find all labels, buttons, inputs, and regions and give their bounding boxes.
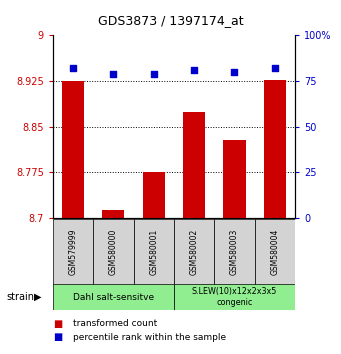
Point bbox=[232, 69, 237, 75]
Text: GSM580002: GSM580002 bbox=[190, 229, 198, 275]
Bar bbox=[53, 284, 174, 310]
Bar bbox=[53, 219, 93, 285]
Text: ▶: ▶ bbox=[34, 292, 42, 302]
Bar bbox=[255, 219, 295, 285]
Text: GSM580003: GSM580003 bbox=[230, 229, 239, 275]
Point bbox=[191, 67, 197, 73]
Text: ■: ■ bbox=[53, 319, 62, 329]
Bar bbox=[183, 112, 205, 218]
Bar bbox=[93, 219, 134, 285]
Text: ■: ■ bbox=[53, 332, 62, 342]
Point bbox=[70, 65, 76, 71]
Text: GDS3873 / 1397174_at: GDS3873 / 1397174_at bbox=[98, 14, 243, 27]
Text: GSM580000: GSM580000 bbox=[109, 229, 118, 275]
Text: GSM580004: GSM580004 bbox=[270, 229, 279, 275]
Bar bbox=[214, 219, 255, 285]
Text: percentile rank within the sample: percentile rank within the sample bbox=[73, 332, 226, 342]
Bar bbox=[134, 219, 174, 285]
Bar bbox=[174, 284, 295, 310]
Point bbox=[110, 71, 116, 76]
Point bbox=[151, 71, 157, 76]
Text: Dahl salt-sensitve: Dahl salt-sensitve bbox=[73, 292, 154, 302]
Text: strain: strain bbox=[7, 292, 35, 302]
Text: S.LEW(10)x12x2x3x5
congenic: S.LEW(10)x12x2x3x5 congenic bbox=[192, 287, 277, 307]
Bar bbox=[102, 210, 124, 218]
Bar bbox=[264, 80, 286, 218]
Point bbox=[272, 65, 278, 71]
Bar bbox=[62, 81, 84, 218]
Text: GSM579999: GSM579999 bbox=[69, 229, 77, 275]
Text: transformed count: transformed count bbox=[73, 319, 158, 329]
Text: GSM580001: GSM580001 bbox=[149, 229, 158, 275]
Bar bbox=[143, 172, 165, 218]
Bar bbox=[174, 219, 214, 285]
Bar bbox=[223, 140, 246, 218]
